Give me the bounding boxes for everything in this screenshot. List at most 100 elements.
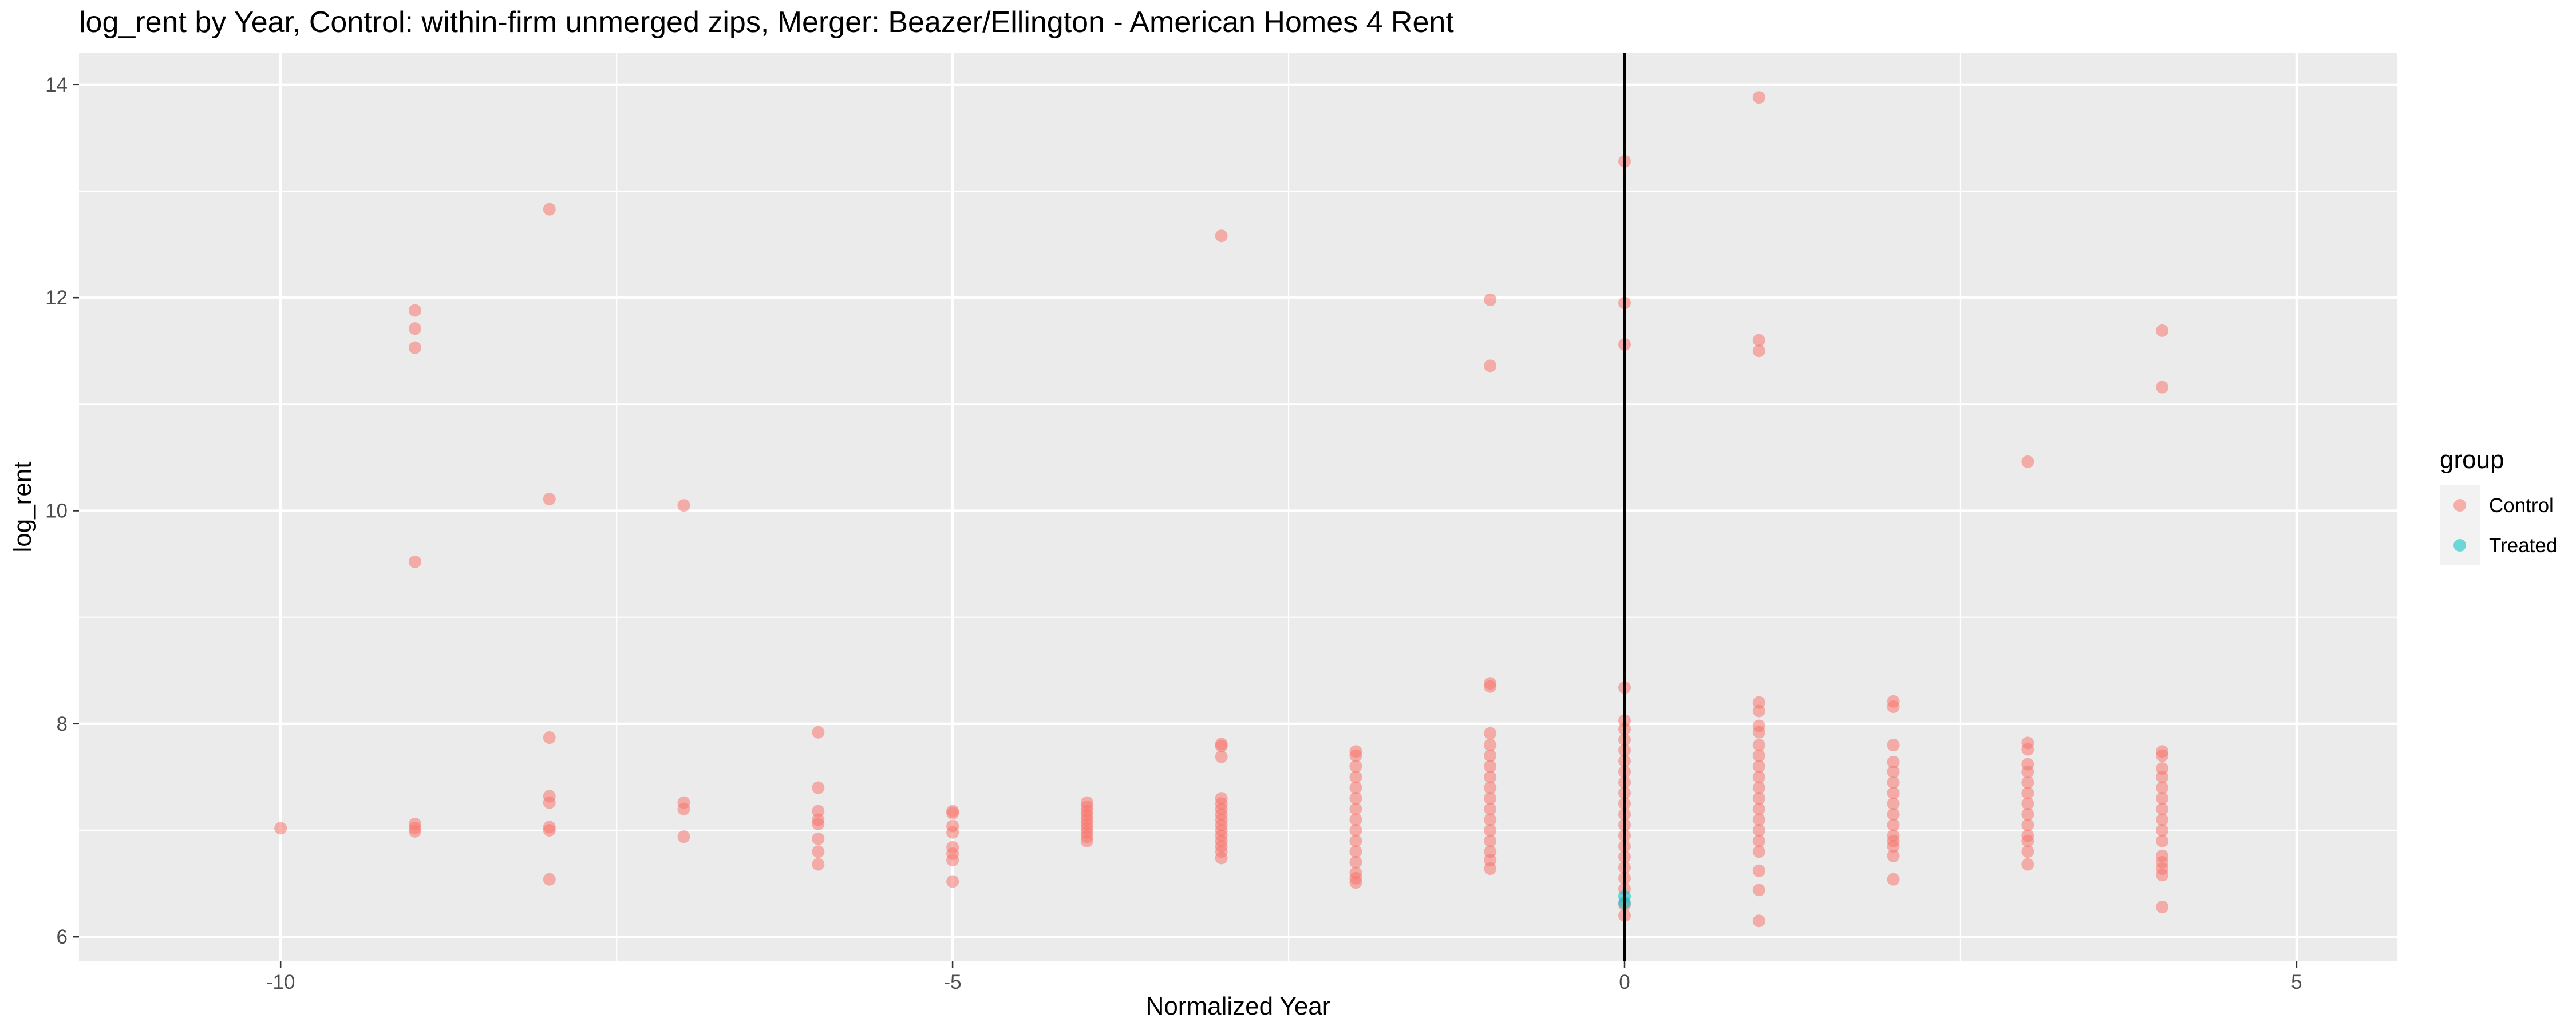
legend-label-control: Control xyxy=(2489,494,2554,517)
data-point-control xyxy=(2021,797,2034,810)
data-point-control xyxy=(2021,776,2034,789)
data-point-control xyxy=(1484,680,1497,693)
data-point-control xyxy=(1887,776,1900,789)
data-point-control xyxy=(2021,845,2034,858)
data-point-control xyxy=(2156,834,2169,847)
data-point-control xyxy=(1887,700,1900,714)
data-point-control xyxy=(1349,876,1362,889)
x-tick-label: -10 xyxy=(266,971,295,993)
data-point-control xyxy=(2156,792,2169,805)
data-point-control xyxy=(812,845,825,858)
data-point-control xyxy=(1752,770,1765,783)
data-point-control xyxy=(2156,324,2169,337)
data-point-control xyxy=(1349,824,1362,837)
data-point-control xyxy=(408,304,421,317)
data-point-control xyxy=(1752,792,1765,805)
y-tick-label: 6 xyxy=(57,926,68,948)
data-point-control xyxy=(408,555,421,568)
data-point-control xyxy=(1752,845,1765,858)
data-point-control xyxy=(1887,839,1900,853)
data-point-control xyxy=(2021,834,2034,847)
data-point-control xyxy=(1752,91,1765,104)
data-point-control xyxy=(1080,834,1093,847)
data-point-control xyxy=(1349,781,1362,794)
data-point-control xyxy=(408,825,421,838)
data-point-control xyxy=(1349,792,1362,805)
data-point-control xyxy=(812,781,825,794)
legend-key-control xyxy=(2453,499,2466,512)
chart-title: log_rent by Year, Control: within-firm u… xyxy=(79,6,1454,39)
data-point-control xyxy=(1887,755,1900,768)
data-point-control xyxy=(543,203,556,216)
data-point-control xyxy=(1349,802,1362,815)
x-axis: -10 -5 0 5 xyxy=(266,961,2302,993)
data-point-control xyxy=(1349,813,1362,826)
data-point-control xyxy=(1752,813,1765,826)
data-point-control xyxy=(2021,858,2034,871)
data-point-control xyxy=(543,824,556,837)
data-point-control xyxy=(1349,770,1362,783)
data-point-control xyxy=(2156,749,2169,762)
data-point-control xyxy=(1484,813,1497,826)
data-point-control xyxy=(812,858,825,871)
data-point-control xyxy=(2156,802,2169,815)
legend-key-treated xyxy=(2453,539,2466,552)
data-point-control xyxy=(812,832,825,845)
data-point-control xyxy=(946,854,959,867)
y-tick-label: 14 xyxy=(45,74,68,96)
data-point-control xyxy=(1484,359,1497,373)
data-point-control xyxy=(2021,818,2034,831)
data-point-control xyxy=(1752,864,1765,877)
data-point-control xyxy=(1484,770,1497,783)
data-point-control xyxy=(1887,765,1900,778)
data-point-control xyxy=(1752,802,1765,815)
data-point-control xyxy=(1752,334,1765,347)
data-point-control xyxy=(1484,802,1497,815)
data-point-control xyxy=(1752,749,1765,762)
panel-background xyxy=(79,53,2397,961)
data-point-control xyxy=(677,499,690,512)
grid-minor xyxy=(79,53,2397,961)
data-point-control xyxy=(1887,849,1900,862)
data-point-control xyxy=(408,322,421,335)
data-point-control xyxy=(408,341,421,354)
data-point-control xyxy=(543,873,556,886)
data-point-control xyxy=(543,796,556,809)
data-point-control xyxy=(1752,884,1765,897)
data-point-control xyxy=(2021,808,2034,821)
data-point-control xyxy=(1484,824,1497,837)
data-point-control xyxy=(1752,824,1765,837)
data-point-control xyxy=(2021,786,2034,799)
data-point-control xyxy=(1887,873,1900,886)
data-point-control xyxy=(2156,813,2169,826)
data-point-control xyxy=(1752,344,1765,358)
data-point-control xyxy=(1349,760,1362,773)
data-point-control xyxy=(1752,914,1765,928)
data-point-control xyxy=(1349,855,1362,869)
data-point-control xyxy=(1215,229,1228,243)
x-axis-title: Normalized Year xyxy=(1146,992,1331,1020)
data-point-control xyxy=(2021,743,2034,756)
data-point-control xyxy=(1887,808,1900,821)
data-point-control xyxy=(1215,750,1228,763)
data-point-control xyxy=(1484,760,1497,773)
data-point-control xyxy=(1752,781,1765,794)
data-point-control xyxy=(1887,818,1900,831)
x-tick-label: 5 xyxy=(2291,971,2302,993)
data-point-control xyxy=(1484,834,1497,847)
data-point-control xyxy=(1215,739,1228,752)
data-point-control xyxy=(1484,749,1497,762)
y-axis: 6 8 10 12 14 xyxy=(45,74,79,948)
data-point-control xyxy=(677,802,690,815)
data-point-control xyxy=(543,731,556,744)
y-tick-label: 8 xyxy=(57,713,68,735)
data-point-control xyxy=(1215,851,1228,865)
data-point-control xyxy=(1752,739,1765,752)
data-point-control xyxy=(946,807,959,820)
data-point-control xyxy=(1349,845,1362,858)
data-point-control xyxy=(1752,834,1765,847)
data-point-control xyxy=(2156,869,2169,882)
data-point-control xyxy=(1752,704,1765,718)
grid-major xyxy=(79,53,2397,961)
